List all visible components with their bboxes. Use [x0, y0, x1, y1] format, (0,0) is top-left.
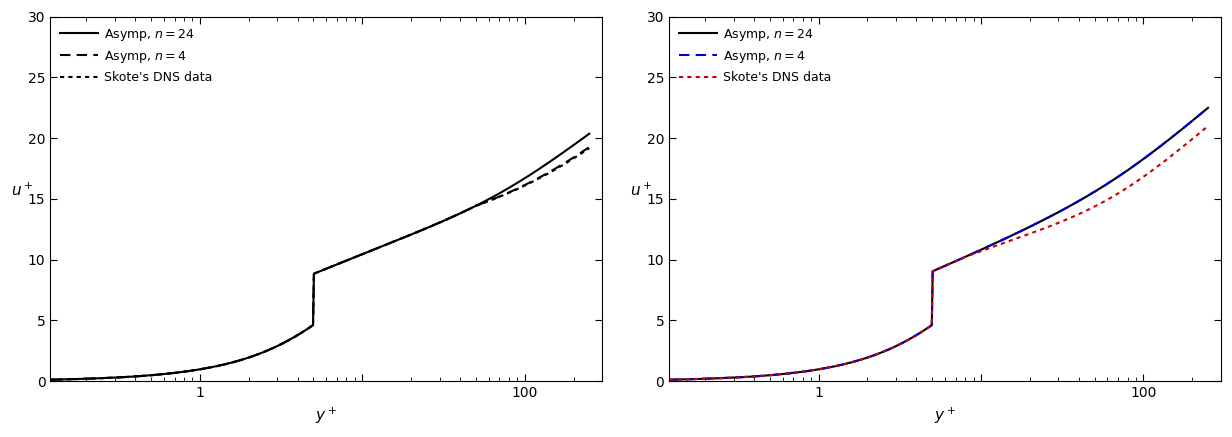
Skote's DNS data: [906, 335, 920, 340]
Asymp, $n = 4$: [979, 245, 994, 250]
Skote's DNS data: [662, 377, 676, 382]
Asymp, $n = 4$: [448, 213, 463, 218]
Asymp, $n = 24$: [1201, 105, 1216, 111]
X-axis label: $y^+$: $y^+$: [934, 406, 956, 426]
Line: Skote's DNS data: Skote's DNS data: [51, 148, 589, 380]
Asymp, $n = 24$: [662, 377, 676, 382]
Asymp, $n = 4$: [181, 368, 196, 374]
Skote's DNS data: [181, 368, 196, 374]
Legend: Asymp, $n = 24$, Asymp, $n = 4$, Skote's DNS data: Asymp, $n = 24$, Asymp, $n = 4$, Skote's…: [57, 23, 216, 88]
Skote's DNS data: [1067, 213, 1082, 218]
Skote's DNS data: [582, 146, 596, 151]
Asymp, $n = 24$: [448, 213, 463, 218]
Asymp, $n = 24$: [582, 131, 596, 136]
Asymp, $n = 4$: [1201, 105, 1216, 111]
Skote's DNS data: [43, 377, 58, 382]
Skote's DNS data: [801, 368, 816, 374]
Asymp, $n = 24$: [1021, 225, 1036, 230]
Skote's DNS data: [448, 213, 463, 218]
Skote's DNS data: [287, 335, 302, 340]
Line: Asymp, $n = 24$: Asymp, $n = 24$: [669, 108, 1209, 380]
Legend: Asymp, $n = 24$, Asymp, $n = 4$, Skote's DNS data: Asymp, $n = 24$, Asymp, $n = 4$, Skote's…: [675, 23, 835, 88]
Asymp, $n = 24$: [979, 245, 994, 250]
Skote's DNS data: [979, 246, 994, 252]
Y-axis label: $u^+$: $u^+$: [11, 182, 33, 199]
Asymp, $n = 24$: [287, 335, 302, 340]
Skote's DNS data: [756, 373, 771, 378]
Asymp, $n = 24$: [906, 335, 920, 340]
Asymp, $n = 24$: [403, 232, 418, 238]
Asymp, $n = 4$: [43, 377, 58, 382]
Asymp, $n = 24$: [756, 373, 771, 378]
Asymp, $n = 24$: [1067, 201, 1082, 206]
Asymp, $n = 4$: [287, 335, 302, 340]
Asymp, $n = 4$: [1067, 201, 1082, 206]
Skote's DNS data: [361, 250, 376, 255]
Asymp, $n = 4$: [801, 368, 816, 374]
Asymp, $n = 24$: [361, 250, 376, 255]
Asymp, $n = 4$: [662, 377, 676, 382]
Asymp, $n = 4$: [756, 373, 771, 378]
Line: Asymp, $n = 4$: Asymp, $n = 4$: [669, 108, 1209, 380]
X-axis label: $y^+$: $y^+$: [315, 406, 338, 426]
Line: Skote's DNS data: Skote's DNS data: [669, 126, 1209, 380]
Y-axis label: $u^+$: $u^+$: [630, 182, 652, 199]
Asymp, $n = 24$: [181, 368, 196, 374]
Skote's DNS data: [138, 373, 153, 378]
Asymp, $n = 24$: [801, 368, 816, 374]
Asymp, $n = 4$: [403, 232, 418, 238]
Asymp, $n = 4$: [906, 335, 920, 340]
Asymp, $n = 4$: [138, 373, 153, 378]
Asymp, $n = 24$: [138, 373, 153, 378]
Skote's DNS data: [1201, 123, 1216, 128]
Asymp, $n = 4$: [582, 145, 596, 150]
Asymp, $n = 24$: [43, 377, 58, 382]
Line: Asymp, $n = 24$: Asymp, $n = 24$: [51, 134, 589, 380]
Asymp, $n = 4$: [361, 250, 376, 255]
Asymp, $n = 4$: [1021, 225, 1036, 230]
Line: Asymp, $n = 4$: Asymp, $n = 4$: [51, 147, 589, 380]
Skote's DNS data: [403, 232, 418, 238]
Skote's DNS data: [1021, 232, 1036, 237]
